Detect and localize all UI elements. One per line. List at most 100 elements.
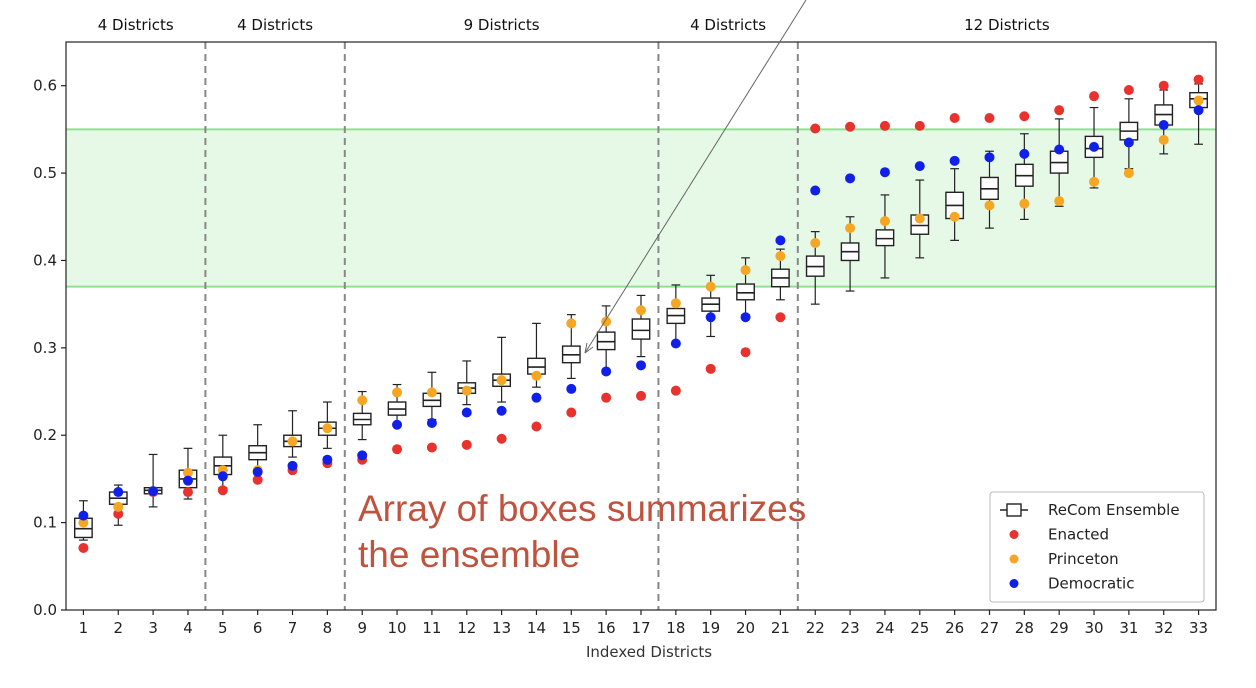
- x-tick-label: 14: [527, 619, 546, 637]
- democratic-point: [182, 475, 193, 486]
- x-tick-label: 9: [357, 619, 367, 637]
- annotation-line-2: the ensemble: [358, 534, 581, 575]
- legend-ensemble-label: ReCom Ensemble: [1048, 501, 1180, 519]
- princeton-point: [1158, 134, 1169, 145]
- x-tick-label: 32: [1154, 619, 1173, 637]
- enacted-point: [252, 474, 263, 485]
- enacted-point: [879, 120, 890, 131]
- democratic-point: [879, 167, 890, 178]
- ensemble-box: [561, 314, 581, 380]
- democratic-point: [217, 471, 228, 482]
- enacted-point: [740, 347, 751, 358]
- ensemble-box: [492, 336, 512, 403]
- princeton-point: [810, 237, 821, 248]
- democratic-point: [392, 419, 403, 430]
- y-tick-label: 0.6: [33, 77, 57, 95]
- scatter-point-layer: [78, 74, 1204, 553]
- x-tick-label: 28: [1015, 619, 1034, 637]
- x-tick-label: 7: [288, 619, 298, 637]
- democratic-point: [1019, 148, 1030, 159]
- democratic-point: [78, 510, 89, 521]
- enacted-point: [1123, 85, 1134, 96]
- democratic-point: [984, 152, 995, 163]
- series-enacted: [78, 74, 1204, 553]
- x-tick-label: 6: [253, 619, 263, 637]
- y-tick-label: 0.0: [33, 601, 57, 619]
- enacted-point: [775, 312, 786, 323]
- x-tick-label: 31: [1119, 619, 1138, 637]
- x-tick-label: 29: [1050, 619, 1069, 637]
- x-tick-label: 3: [148, 619, 158, 637]
- enacted-point: [845, 121, 856, 132]
- x-tick-label: 15: [562, 619, 581, 637]
- legend-democratic-label: Democratic: [1048, 575, 1134, 593]
- enacted-point: [182, 487, 193, 498]
- x-tick-label: 10: [388, 619, 407, 637]
- ensemble-box: [945, 168, 965, 241]
- enacted-point: [705, 363, 716, 374]
- enacted-point: [426, 442, 437, 453]
- princeton-point: [78, 517, 89, 528]
- princeton-point: [879, 216, 890, 227]
- x-tick-label: 24: [875, 619, 894, 637]
- enacted-point: [810, 123, 821, 134]
- democratic-point: [148, 486, 159, 497]
- x-axis-label: Indexed Districts: [586, 643, 712, 661]
- legend-democratic-marker: [1009, 579, 1019, 588]
- princeton-point: [740, 265, 751, 276]
- series-democratic: [78, 105, 1204, 521]
- princeton-point: [322, 423, 333, 434]
- democratic-point: [775, 235, 786, 246]
- ensemble-box: [248, 424, 268, 473]
- democratic-point: [670, 338, 681, 349]
- princeton-point: [1123, 168, 1134, 179]
- princeton-point: [1089, 176, 1100, 187]
- x-tick-label: 20: [736, 619, 755, 637]
- x-tick-label: 13: [492, 619, 511, 637]
- princeton-point: [566, 318, 577, 329]
- x-tick-label: 22: [806, 619, 825, 637]
- x-tick-label: 12: [457, 619, 476, 637]
- x-tick-label: 5: [218, 619, 228, 637]
- ensemble-box: [457, 360, 477, 406]
- label-layer: 4 Districts 4 Districts 9 Districts 4 Distr…: [33, 16, 1208, 661]
- x-tick-label: 26: [945, 619, 964, 637]
- series-princeton: [78, 95, 1204, 528]
- democratic-point: [496, 405, 507, 416]
- princeton-point: [845, 223, 856, 234]
- x-tick-label: 11: [422, 619, 441, 637]
- annotation-arrow-line: [584, 0, 807, 354]
- princeton-point: [531, 370, 542, 381]
- princeton-point: [775, 251, 786, 262]
- y-tick-label: 0.5: [33, 164, 57, 182]
- annotation-arrow-head: [584, 342, 594, 354]
- y-tick-label: 0.1: [33, 514, 57, 532]
- enacted-point: [1089, 91, 1100, 102]
- ensemble-box: [666, 284, 686, 345]
- democratic-point: [1123, 137, 1134, 148]
- legend-princeton-label: Princeton: [1048, 550, 1119, 568]
- princeton-point: [705, 281, 716, 292]
- annotation-line-1: Array of boxes summarizes: [358, 488, 807, 529]
- group-label: 4 Districts: [237, 16, 313, 34]
- democratic-point: [461, 407, 472, 418]
- y-tick-label: 0.3: [33, 339, 57, 357]
- princeton-point: [496, 375, 507, 386]
- democratic-point: [705, 312, 716, 323]
- x-tick-label: 27: [980, 619, 999, 637]
- princeton-point: [670, 298, 681, 309]
- box-body: [736, 283, 755, 301]
- enacted-point: [1158, 80, 1169, 91]
- group-label: 4 Districts: [98, 16, 174, 34]
- x-tick-label: 33: [1189, 619, 1208, 637]
- enacted-point: [461, 439, 472, 450]
- x-tick-label: 16: [597, 619, 616, 637]
- x-tick-label: 23: [841, 619, 860, 637]
- group-separator-layer: [204, 42, 799, 610]
- democratic-point: [287, 460, 298, 471]
- enacted-point: [949, 113, 960, 124]
- princeton-point: [287, 436, 298, 447]
- ensemble-box: [631, 294, 651, 358]
- democratic-point: [252, 466, 263, 477]
